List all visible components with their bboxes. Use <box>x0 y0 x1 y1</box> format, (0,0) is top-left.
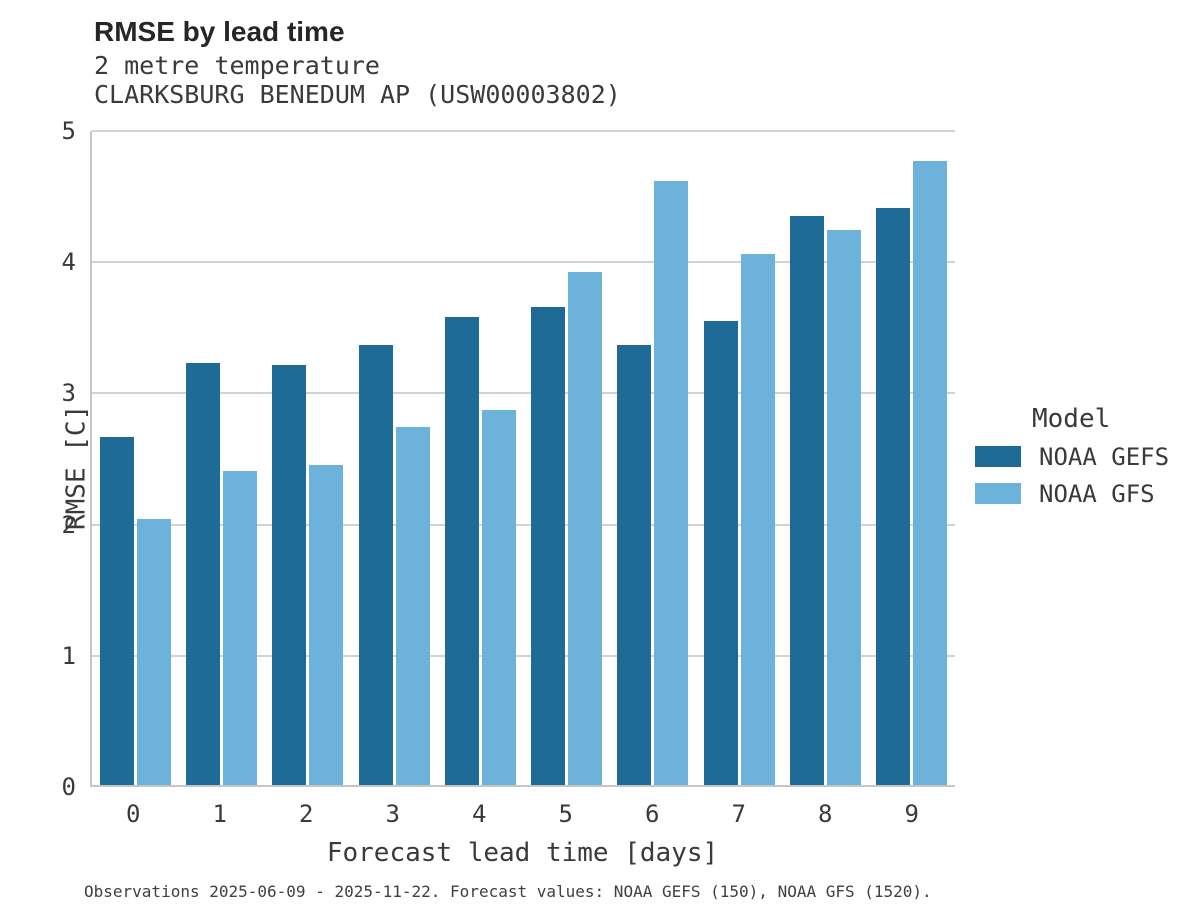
legend-label: NOAA GEFS <box>1039 442 1170 471</box>
y-tick-label-4: 4 <box>61 248 76 277</box>
legend-title: Model <box>1032 404 1111 434</box>
x-axis-title: Forecast lead time [days] <box>326 838 719 868</box>
legend: Model NOAA GEFS NOAA GFS <box>975 404 1190 520</box>
bar-noaa-gefs-lead-8 <box>790 215 825 785</box>
bar-noaa-gfs-lead-3 <box>395 426 430 785</box>
plot-area <box>90 130 955 787</box>
caption: Observations 2025-06-09 - 2025-11-22. Fo… <box>84 882 932 901</box>
bar-noaa-gefs-lead-7 <box>703 320 738 785</box>
x-tick-label-2: 2 <box>299 800 314 828</box>
legend-swatch-icon <box>975 446 1021 467</box>
legend-label: NOAA GFS <box>1039 479 1155 508</box>
legend-items: NOAA GEFS NOAA GFS <box>975 443 1190 508</box>
y-tick-label-2: 2 <box>61 510 76 539</box>
bar-group-lead-2 <box>265 131 351 785</box>
bar-group-lead-3 <box>351 131 437 785</box>
gridline-y-2 <box>92 523 955 526</box>
bar-noaa-gefs-lead-5 <box>531 307 566 785</box>
y-tick-label-5: 5 <box>61 117 76 145</box>
bar-noaa-gefs-lead-6 <box>617 345 652 785</box>
bar-noaa-gfs-lead-1 <box>222 471 257 785</box>
bar-noaa-gfs-lead-4 <box>481 409 516 785</box>
bar-group-lead-1 <box>178 131 264 785</box>
bar-noaa-gfs-lead-7 <box>740 253 775 785</box>
x-tick-label-0: 0 <box>126 800 141 828</box>
y-tick-label-1: 1 <box>61 641 76 670</box>
bars-container <box>92 131 955 785</box>
chart-subtitle: 2 metre temperature CLARKSBURG BENEDUM AP… <box>94 51 621 109</box>
bar-group-lead-5 <box>523 131 609 785</box>
bar-group-lead-6 <box>610 131 696 785</box>
bar-noaa-gfs-lead-2 <box>309 464 344 785</box>
subtitle-variable: 2 metre temperature <box>94 51 380 80</box>
bar-noaa-gefs-lead-3 <box>358 345 393 785</box>
x-tick-label-3: 3 <box>385 800 400 828</box>
gridline-y-4 <box>92 261 955 264</box>
bar-noaa-gefs-lead-0 <box>99 437 134 785</box>
x-tick-label-9: 9 <box>904 800 919 828</box>
bar-noaa-gfs-lead-0 <box>136 518 171 785</box>
bar-noaa-gefs-lead-4 <box>444 316 479 785</box>
bar-group-lead-7 <box>696 131 782 785</box>
y-tick-label-3: 3 <box>61 379 76 408</box>
bar-noaa-gefs-lead-2 <box>272 365 307 785</box>
legend-item-noaa-gfs: NOAA GFS <box>975 480 1190 508</box>
bar-noaa-gfs-lead-6 <box>654 181 689 785</box>
bar-group-lead-0 <box>92 131 178 785</box>
x-tick-label-8: 8 <box>818 800 833 828</box>
bar-group-lead-4 <box>437 131 523 785</box>
x-tick-label-4: 4 <box>472 800 487 828</box>
bar-noaa-gfs-lead-9 <box>913 160 948 785</box>
x-tick-label-1: 1 <box>212 800 227 828</box>
x-tick-label-6: 6 <box>645 800 660 828</box>
bar-noaa-gefs-lead-9 <box>876 207 911 785</box>
x-tick-label-5: 5 <box>558 800 573 828</box>
x-axis-tick-labels: 0 1 2 3 4 5 6 7 8 9 <box>90 800 955 828</box>
x-tick-label-7: 7 <box>731 800 746 828</box>
y-axis-tick-labels: 0 1 2 3 4 5 <box>0 117 76 801</box>
gridline-y-5 <box>92 130 955 132</box>
bar-group-lead-8 <box>782 131 868 785</box>
legend-item-noaa-gefs: NOAA GEFS <box>975 443 1190 471</box>
legend-swatch-icon <box>975 483 1021 504</box>
bar-group-lead-9 <box>869 131 955 785</box>
subtitle-station: CLARKSBURG BENEDUM AP (USW00003802) <box>94 80 621 109</box>
gridline-y-1 <box>92 654 955 657</box>
chart-title: RMSE by lead time <box>94 16 345 47</box>
gridline-y-3 <box>92 392 955 395</box>
bar-noaa-gefs-lead-1 <box>185 362 220 785</box>
y-tick-label-0: 0 <box>61 773 76 801</box>
bar-noaa-gfs-lead-5 <box>568 272 603 785</box>
bar-noaa-gfs-lead-8 <box>827 230 862 785</box>
